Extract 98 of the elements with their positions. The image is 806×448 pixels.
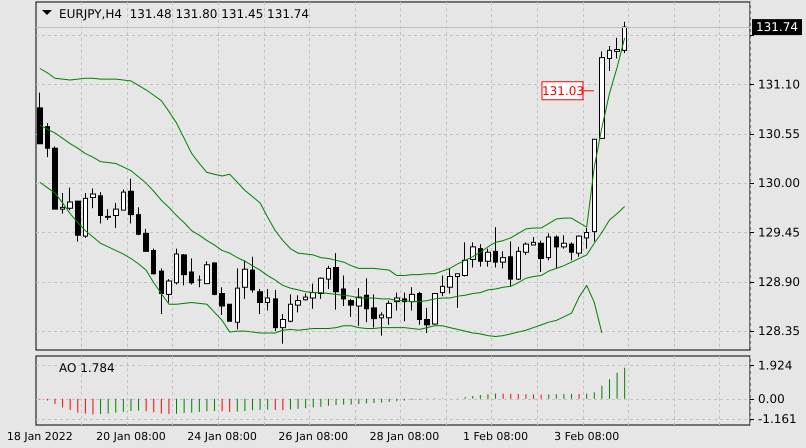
candlestick [493,226,498,268]
y-tick-label: 128.90 [758,274,800,289]
candlestick [333,252,339,310]
candlestick [485,248,491,268]
line-series [39,37,626,276]
candlestick [364,278,369,323]
candlestick [310,283,316,310]
y-tick-label: 129.45 [758,226,800,240]
candlestick [440,275,445,297]
candlestick [136,206,141,236]
x-tick-label: 18 Jan 2022 [6,430,73,443]
candlestick [402,292,407,322]
candlestick [447,268,453,294]
candlestick [470,242,476,268]
candlestick [128,178,134,224]
chart-title: EURJPY,H4 131.48 131.80 131.45 131.74 [59,7,310,21]
candlestick [478,244,483,268]
candlestick [561,234,567,250]
candlestick [546,232,551,261]
line-series [39,182,602,338]
candlestick [273,289,278,332]
candlestick [326,265,331,290]
candlestick [554,234,559,269]
candlestick [166,278,172,303]
x-tick-label: 24 Jan 08:00 [187,430,257,443]
candlestick [455,273,460,308]
candlestick [531,236,536,246]
candlestick [607,45,612,72]
candlestick [371,294,377,328]
candlestick [303,292,308,302]
candlestick [523,242,529,256]
annotation: 131.03 [542,84,584,98]
candlestick [280,314,286,344]
y-tick-label: 1.924 [758,358,792,372]
candlestick [569,242,574,261]
y-tick-label: 130.00 [758,176,800,190]
candlestick [424,307,430,334]
candlestick [52,146,58,210]
candlestick [250,256,255,294]
x-tick-label: 26 Jan 08:00 [278,430,348,443]
candlestick [576,234,582,258]
candlestick [227,304,232,322]
y-tick-label: 131.10 [758,78,800,92]
y-tick-label: 0.00 [758,392,785,406]
candlestick [235,268,240,330]
candlestick [538,240,544,272]
candlestick [143,228,149,252]
candlestick [356,288,362,326]
candlestick [599,50,605,139]
x-tick-label: 28 Jan 08:00 [370,430,440,443]
candlestick [257,288,263,315]
ref-line-label: 131.74 [756,20,798,34]
candlestick [174,248,179,286]
candlestick [197,275,202,288]
candlestick [379,312,384,336]
x-tick-label: 20 Jan 08:00 [96,430,166,443]
candlestick [386,300,392,326]
candlestick [189,258,194,286]
candlestick [151,248,156,276]
candlestick [288,294,293,323]
candlestick [98,192,103,224]
candlestick [60,192,65,214]
candlestick [181,254,187,286]
candlestick [265,288,270,312]
candlestick [113,202,119,229]
candlestick [67,187,73,211]
candlestick [584,228,589,250]
candlestick [45,122,50,158]
y-tick-label: -1.161 [758,412,797,426]
candlestick [242,260,248,300]
chart-title: AO 1.784 [59,361,115,375]
candlestick [409,286,415,312]
candlestick [219,286,225,316]
candlestick [348,298,354,318]
candlestick [212,262,217,296]
candlestick [83,192,88,238]
candlestick [295,294,301,313]
candlestick [159,268,164,315]
candlestick [508,240,513,287]
candlestick [75,200,81,242]
y-tick-label: 128.35 [758,324,800,338]
candlestick [614,37,620,60]
candlestick [121,188,126,211]
candlestick [341,275,346,307]
x-tick-label: 1 Feb 08:00 [462,430,528,443]
candlestick [500,250,506,269]
candlestick [592,138,597,242]
candlestick [90,188,96,209]
candlestick [432,292,438,326]
candlestick [105,208,111,220]
y-tick-label: 130.55 [758,126,800,141]
line-series [39,124,626,302]
candlestick [318,276,324,300]
x-tick-label: 3 Feb 08:00 [554,430,620,443]
candlestick [417,291,422,326]
candlestick [516,246,521,281]
candlestick [204,260,210,284]
candlestick [462,242,468,277]
